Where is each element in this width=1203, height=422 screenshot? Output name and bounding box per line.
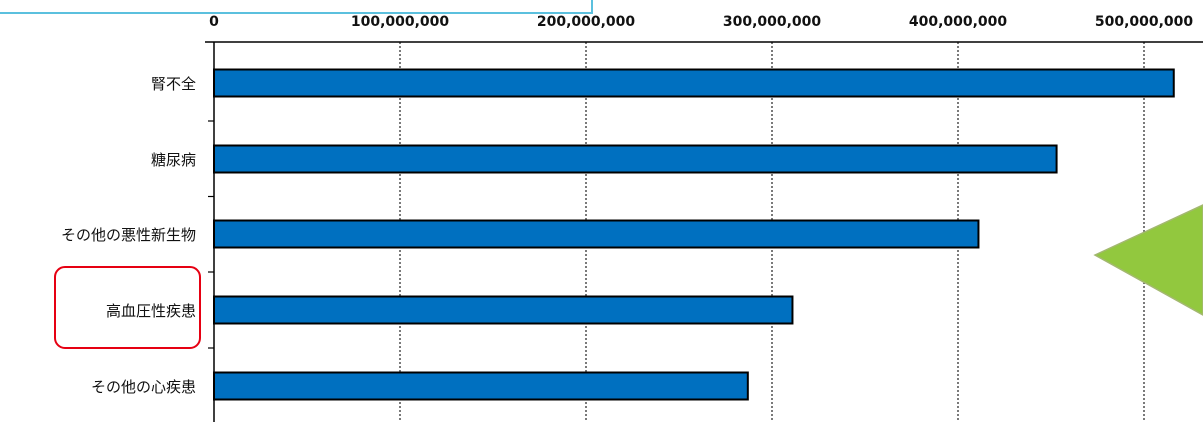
bar-1: [213, 144, 1058, 174]
callout-arrow: [1093, 204, 1203, 316]
category-label-1: 糖尿病: [151, 151, 196, 169]
x-tick-label-3: 300,000,000: [723, 14, 822, 30]
x-tick-label-4: 400,000,000: [909, 14, 1008, 30]
x-tick-label-0: 0: [209, 14, 219, 30]
bar-0: [213, 68, 1175, 98]
highlight-box: [54, 266, 201, 349]
x-tick-label-5: 500,000,000: [1095, 14, 1194, 30]
x-tick-label-1: 100,000,000: [351, 14, 450, 30]
bar-3: [213, 295, 794, 325]
x-tick-label-2: 200,000,000: [537, 14, 636, 30]
bar-2: [213, 219, 980, 249]
category-label-3: 高血圧性疾患: [106, 302, 196, 320]
category-label-4: その他の心疾患: [91, 378, 196, 396]
callout-box: [0, 0, 593, 14]
category-label-0: 腎不全: [151, 75, 196, 93]
bar-4: [213, 371, 749, 401]
category-label-2: その他の悪性新生物: [61, 226, 196, 244]
